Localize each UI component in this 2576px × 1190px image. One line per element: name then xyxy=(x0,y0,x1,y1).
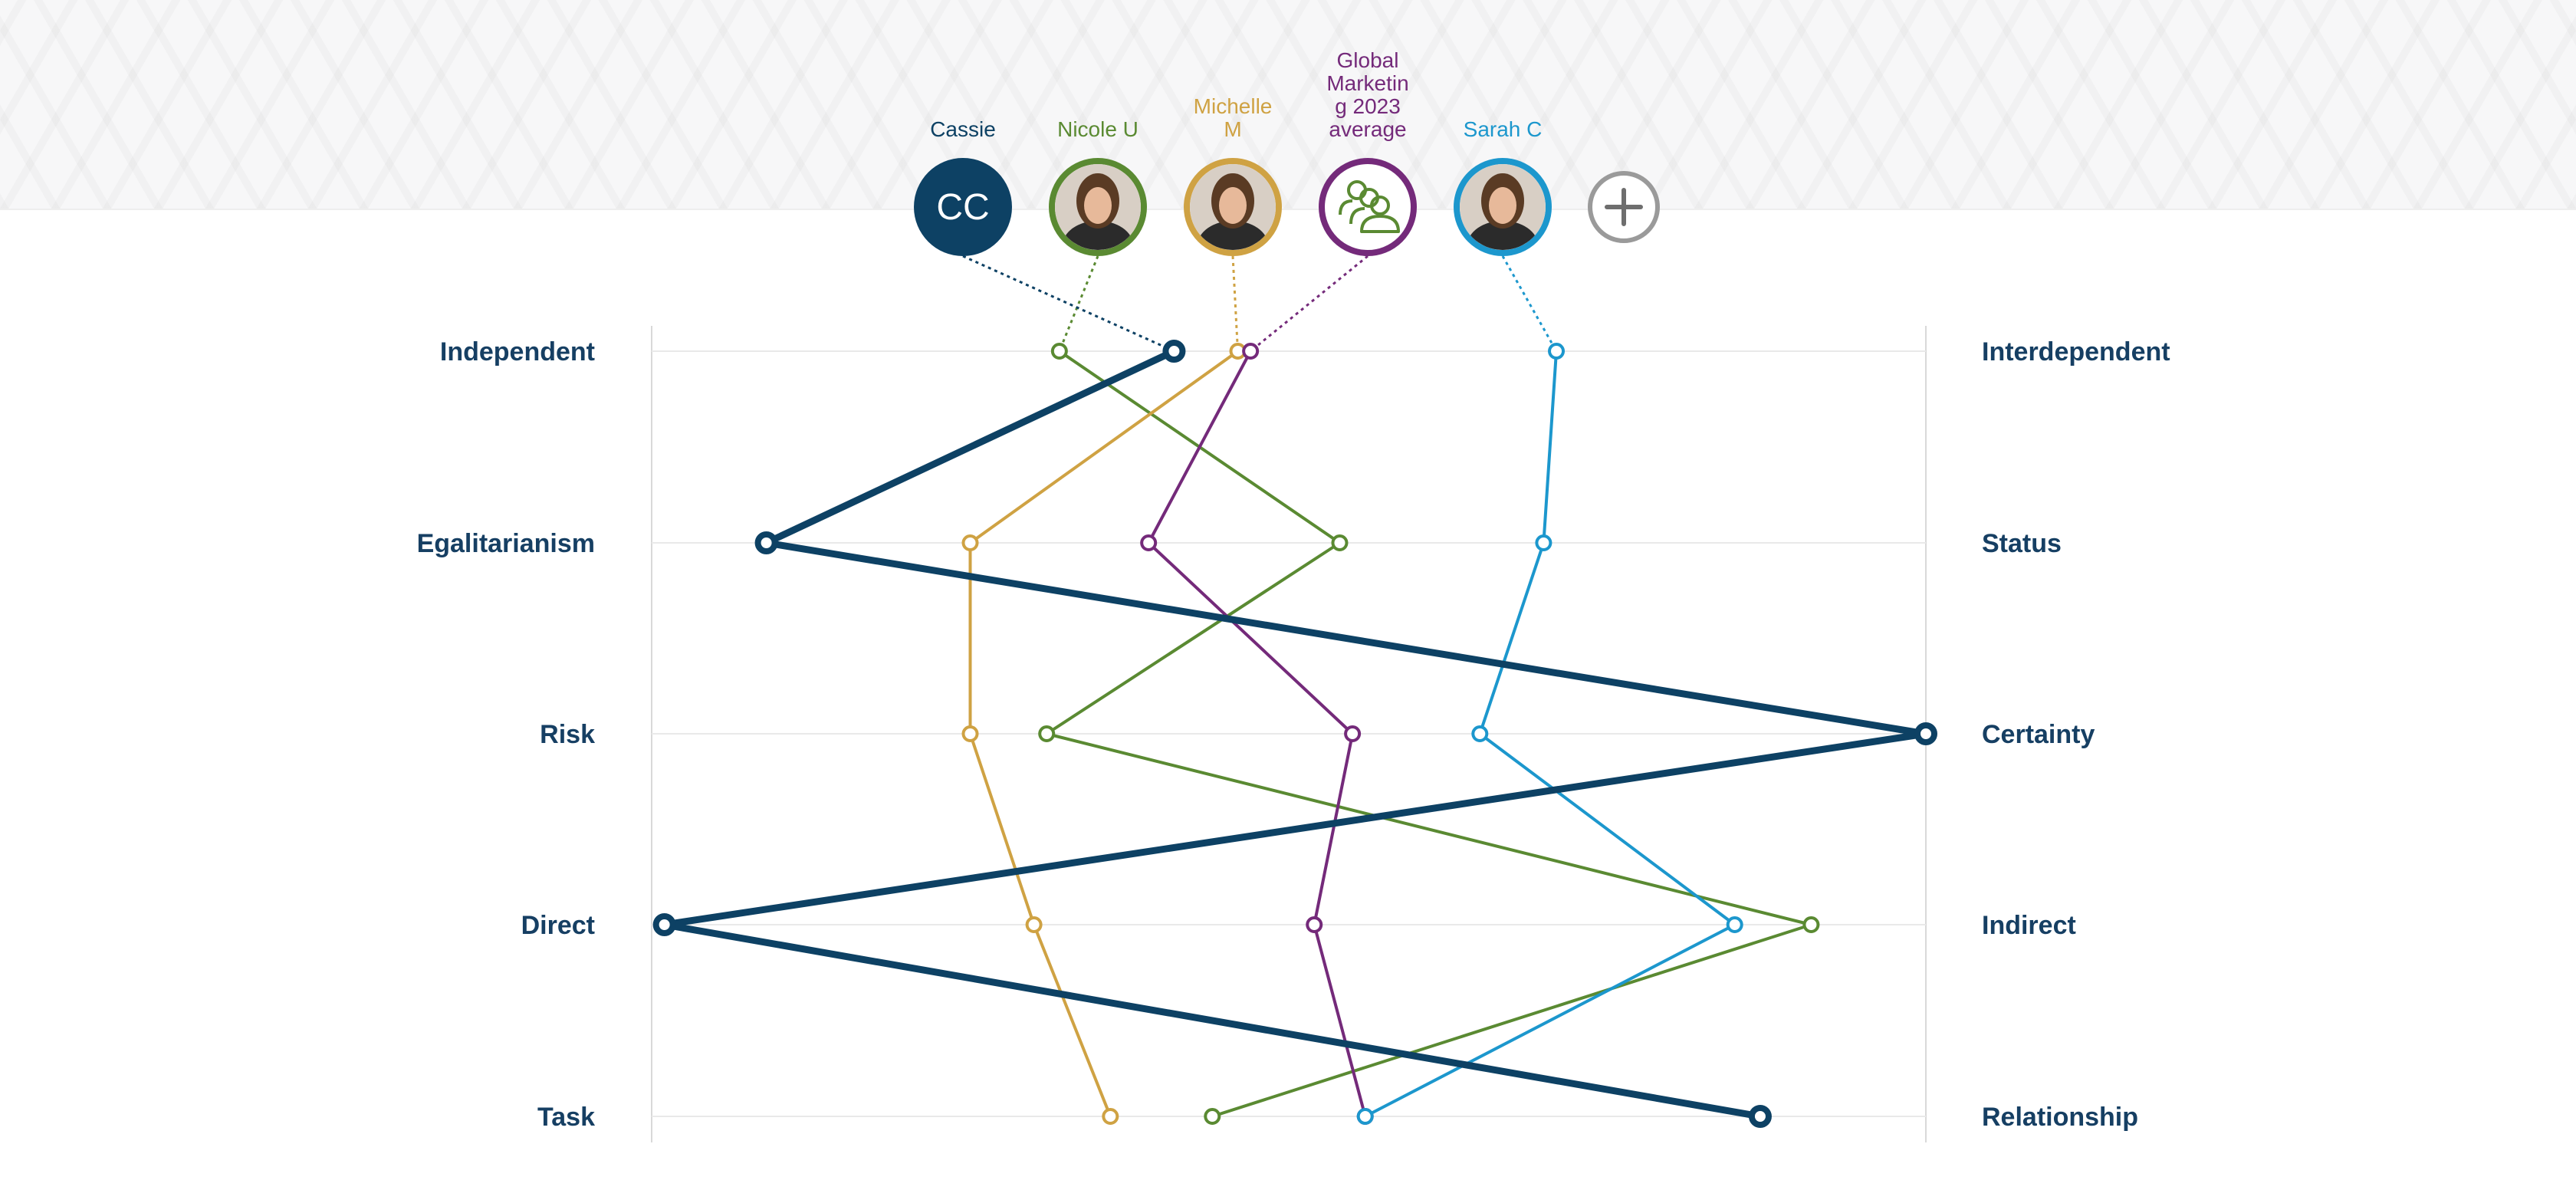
label-layer: Independent Interdependent Egalitarianism S… xyxy=(417,337,2170,1132)
left-label-risk: Risk xyxy=(540,720,595,749)
photo-shoulders xyxy=(1063,221,1133,250)
point-michelle-m-1 xyxy=(961,534,979,551)
point-cassie-2 xyxy=(1914,722,1937,745)
point-nicole-u-1 xyxy=(1331,534,1349,551)
connector-sarah-c xyxy=(1501,255,1558,352)
right-label-certainty: Certainty xyxy=(1982,720,2095,749)
person-name-line: g 2023 xyxy=(1335,94,1401,118)
connector-global-marketing-2023-average xyxy=(1250,255,1368,353)
person-name-line: average xyxy=(1329,117,1406,141)
point-cassie-4 xyxy=(1748,1105,1772,1128)
connector-nicole-u xyxy=(1058,255,1099,352)
person-nicole-u[interactable]: Nicole U xyxy=(1049,117,1147,270)
photo-face xyxy=(1489,187,1516,224)
photo-face xyxy=(1219,187,1247,224)
point-sarah-c-2 xyxy=(1471,725,1489,742)
point-michelle-m-3 xyxy=(1025,916,1043,933)
group-icon-body xyxy=(1349,207,1365,225)
add-person-button[interactable] xyxy=(1588,171,1660,243)
group-icon-head xyxy=(1370,196,1390,215)
point-nicole-u-4 xyxy=(1204,1108,1221,1125)
point-michelle-m-2 xyxy=(961,725,979,742)
photo-face xyxy=(1084,187,1112,224)
point-global-marketing-2023-average-0 xyxy=(1242,343,1260,360)
point-sarah-c-0 xyxy=(1548,343,1566,360)
left-label-independent: Independent xyxy=(440,337,595,367)
point-michelle-m-4 xyxy=(1102,1108,1119,1125)
person-name-line: Nicole U xyxy=(1057,117,1138,141)
group-icon-body xyxy=(1360,215,1400,233)
point-cassie-0 xyxy=(1162,340,1186,363)
left-label-task: Task xyxy=(537,1103,595,1132)
grid-layer xyxy=(652,350,1926,1117)
initials-avatar xyxy=(914,158,1012,256)
point-nicole-u-0 xyxy=(1050,343,1068,360)
point-nicole-u-2 xyxy=(1038,725,1056,742)
person-name-line: Michelle xyxy=(1194,94,1273,118)
connector-michelle-m xyxy=(1231,255,1240,352)
photo-avatar xyxy=(1190,164,1276,250)
right-label-relationship: Relationship xyxy=(1982,1103,2138,1132)
series-layer xyxy=(652,340,1937,1128)
person-name-line: Global xyxy=(1337,48,1399,72)
point-nicole-u-3 xyxy=(1802,916,1820,933)
person-name-line: M xyxy=(1224,117,1241,141)
avatar-initials: CC xyxy=(936,187,989,228)
point-cassie-1 xyxy=(754,531,778,554)
point-sarah-c-4 xyxy=(1356,1108,1374,1125)
point-global-marketing-2023-average-1 xyxy=(1140,534,1158,551)
photo-avatar xyxy=(1055,164,1141,250)
plus-icon xyxy=(1605,188,1643,226)
right-label-indirect: Indirect xyxy=(1982,911,2076,940)
connector-layer xyxy=(962,255,1558,353)
point-cassie-3 xyxy=(652,913,676,936)
right-label-interdependent: Interdependent xyxy=(1982,337,2170,367)
photo-avatar xyxy=(1460,164,1546,250)
person-name-line: Sarah C xyxy=(1464,117,1543,141)
right-label-status: Status xyxy=(1982,529,2062,558)
header-pattern-band xyxy=(0,0,2576,210)
person-sarah-c[interactable]: Sarah C xyxy=(1454,117,1552,270)
left-label-direct: Direct xyxy=(521,911,595,940)
group-icon-body xyxy=(1339,199,1353,215)
point-sarah-c-3 xyxy=(1726,916,1743,933)
group-icon xyxy=(1339,180,1400,233)
point-sarah-c-1 xyxy=(1535,534,1552,551)
person-name-line: Cassie xyxy=(930,117,996,141)
connector-cassie xyxy=(962,255,1175,353)
photo-shoulders xyxy=(1198,221,1268,250)
point-global-marketing-2023-average-3 xyxy=(1306,916,1323,933)
person-name-line: Marketin xyxy=(1326,71,1408,95)
left-label-egalitarianism: Egalitarianism xyxy=(417,529,595,558)
person-cassie[interactable]: Cassie CC xyxy=(914,117,1012,256)
point-global-marketing-2023-average-2 xyxy=(1344,725,1362,742)
photo-shoulders xyxy=(1467,221,1538,250)
